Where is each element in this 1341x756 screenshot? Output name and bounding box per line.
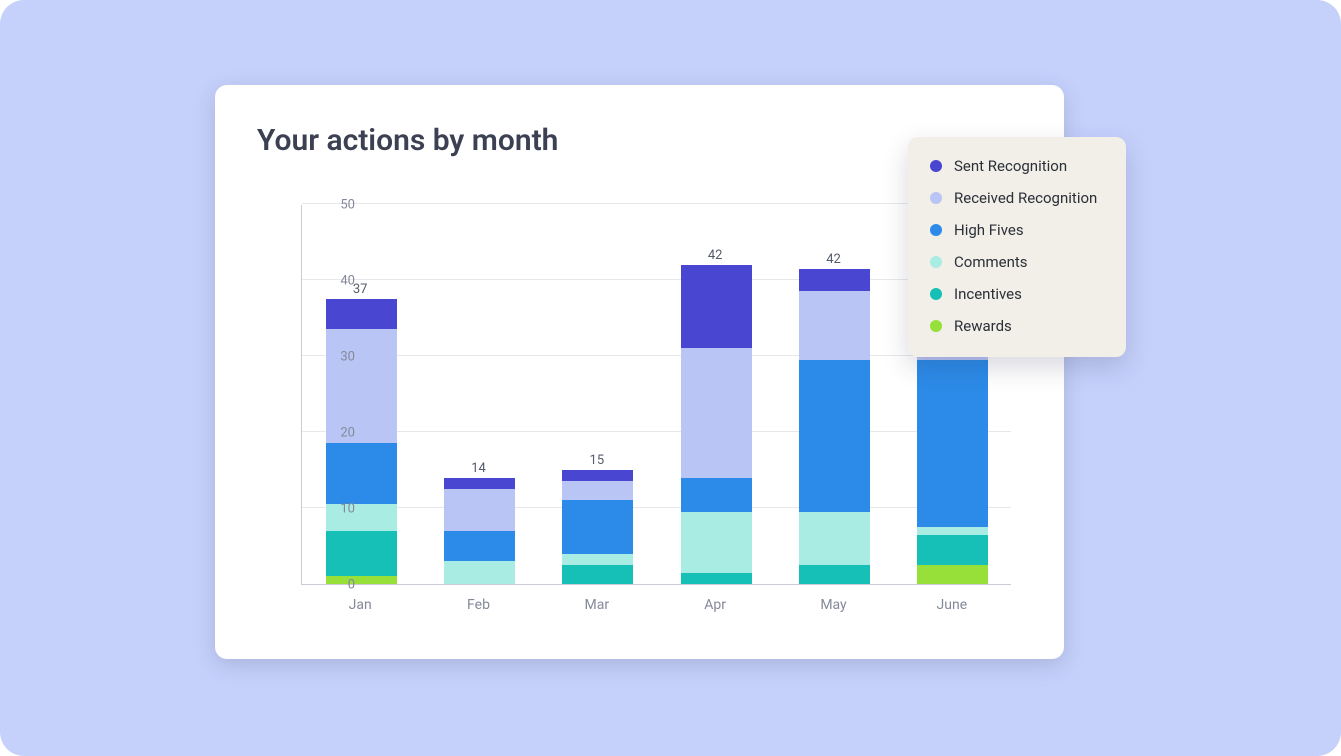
chart-title: Your actions by month bbox=[257, 123, 558, 158]
bar-segment-incentives bbox=[681, 573, 752, 584]
legend-label: Rewards bbox=[954, 317, 1012, 335]
bar-segment-high-fives bbox=[444, 531, 515, 561]
legend-label: Sent Recognition bbox=[954, 157, 1067, 175]
bar-segment-comments bbox=[562, 554, 633, 565]
bar-segment-rewards bbox=[917, 565, 988, 584]
bar-segment-comments bbox=[444, 561, 515, 584]
bar-segment-comments bbox=[681, 512, 752, 573]
bar-segment-sent-recognition bbox=[562, 470, 633, 481]
legend-item-received-recognition[interactable]: Received Recognition bbox=[930, 189, 1104, 207]
legend-label: Received Recognition bbox=[954, 189, 1097, 207]
bar-segment-high-fives bbox=[799, 360, 870, 512]
legend-dot-icon bbox=[930, 224, 942, 236]
x-tick-label: May bbox=[820, 597, 846, 613]
legend-dot-icon bbox=[930, 192, 942, 204]
legend-dot-icon bbox=[930, 160, 942, 172]
legend-item-incentives[interactable]: Incentives bbox=[930, 285, 1104, 303]
y-tick-label: 40 bbox=[315, 274, 355, 289]
legend-label: Comments bbox=[954, 253, 1028, 271]
legend-item-rewards[interactable]: Rewards bbox=[930, 317, 1104, 335]
legend-label: Incentives bbox=[954, 285, 1022, 303]
grid-line bbox=[302, 203, 1011, 204]
bar-segment-comments bbox=[799, 512, 870, 565]
bar-total-label: 37 bbox=[353, 282, 368, 297]
bar-segment-incentives bbox=[326, 531, 397, 577]
grid-line bbox=[302, 431, 1011, 432]
chart-legend: Sent Recognition Received Recognition High… bbox=[908, 137, 1126, 357]
bar-segment-high-fives bbox=[562, 500, 633, 553]
bar-feb[interactable] bbox=[444, 478, 515, 584]
bar-jan[interactable] bbox=[326, 299, 397, 584]
bar-segment-sent-recognition bbox=[681, 265, 752, 349]
legend-label: High Fives bbox=[954, 221, 1024, 239]
bar-total-label: 14 bbox=[471, 461, 486, 476]
bar-segment-received-recognition bbox=[799, 291, 870, 359]
x-tick-label: Mar bbox=[585, 597, 610, 613]
bar-total-label: 42 bbox=[826, 252, 841, 267]
bar-segment-received-recognition bbox=[562, 481, 633, 500]
legend-dot-icon bbox=[930, 320, 942, 332]
legend-dot-icon bbox=[930, 256, 942, 268]
bar-segment-sent-recognition bbox=[444, 478, 515, 489]
bar-may[interactable] bbox=[799, 269, 870, 584]
y-tick-label: 0 bbox=[315, 578, 355, 593]
bar-segment-received-recognition bbox=[681, 348, 752, 477]
bar-segment-incentives bbox=[799, 565, 870, 584]
grid-line bbox=[302, 279, 1011, 280]
bar-segment-incentives bbox=[562, 565, 633, 584]
legend-item-comments[interactable]: Comments bbox=[930, 253, 1104, 271]
legend-item-high-fives[interactable]: High Fives bbox=[930, 221, 1104, 239]
x-tick-label: Apr bbox=[704, 597, 726, 613]
bar-mar[interactable] bbox=[562, 470, 633, 584]
x-tick-label: Feb bbox=[467, 597, 490, 613]
legend-item-sent-recognition[interactable]: Sent Recognition bbox=[930, 157, 1104, 175]
bar-segment-comments bbox=[917, 527, 988, 535]
bar-segment-high-fives bbox=[917, 360, 988, 527]
bar-segment-sent-recognition bbox=[326, 299, 397, 329]
y-tick-label: 50 bbox=[315, 198, 355, 213]
y-tick-label: 10 bbox=[315, 502, 355, 517]
y-tick-label: 30 bbox=[315, 350, 355, 365]
y-tick-label: 20 bbox=[315, 426, 355, 441]
grid-line bbox=[302, 355, 1011, 356]
grid-line bbox=[302, 507, 1011, 508]
bar-segment-incentives bbox=[917, 535, 988, 565]
bar-total-label: 15 bbox=[590, 453, 605, 468]
plot-area bbox=[301, 205, 1011, 585]
bar-segment-received-recognition bbox=[444, 489, 515, 531]
bar-segment-high-fives bbox=[681, 478, 752, 512]
bar-segment-sent-recognition bbox=[799, 269, 870, 292]
page-background: Your actions by month 0 10 20 30 40 50 Jan 37 Fe… bbox=[0, 0, 1341, 756]
x-tick-label: June bbox=[937, 597, 968, 613]
bar-total-label: 42 bbox=[708, 248, 723, 263]
legend-dot-icon bbox=[930, 288, 942, 300]
bar-segment-high-fives bbox=[326, 443, 397, 504]
x-tick-label: Jan bbox=[349, 597, 372, 613]
bar-apr[interactable] bbox=[681, 265, 752, 584]
